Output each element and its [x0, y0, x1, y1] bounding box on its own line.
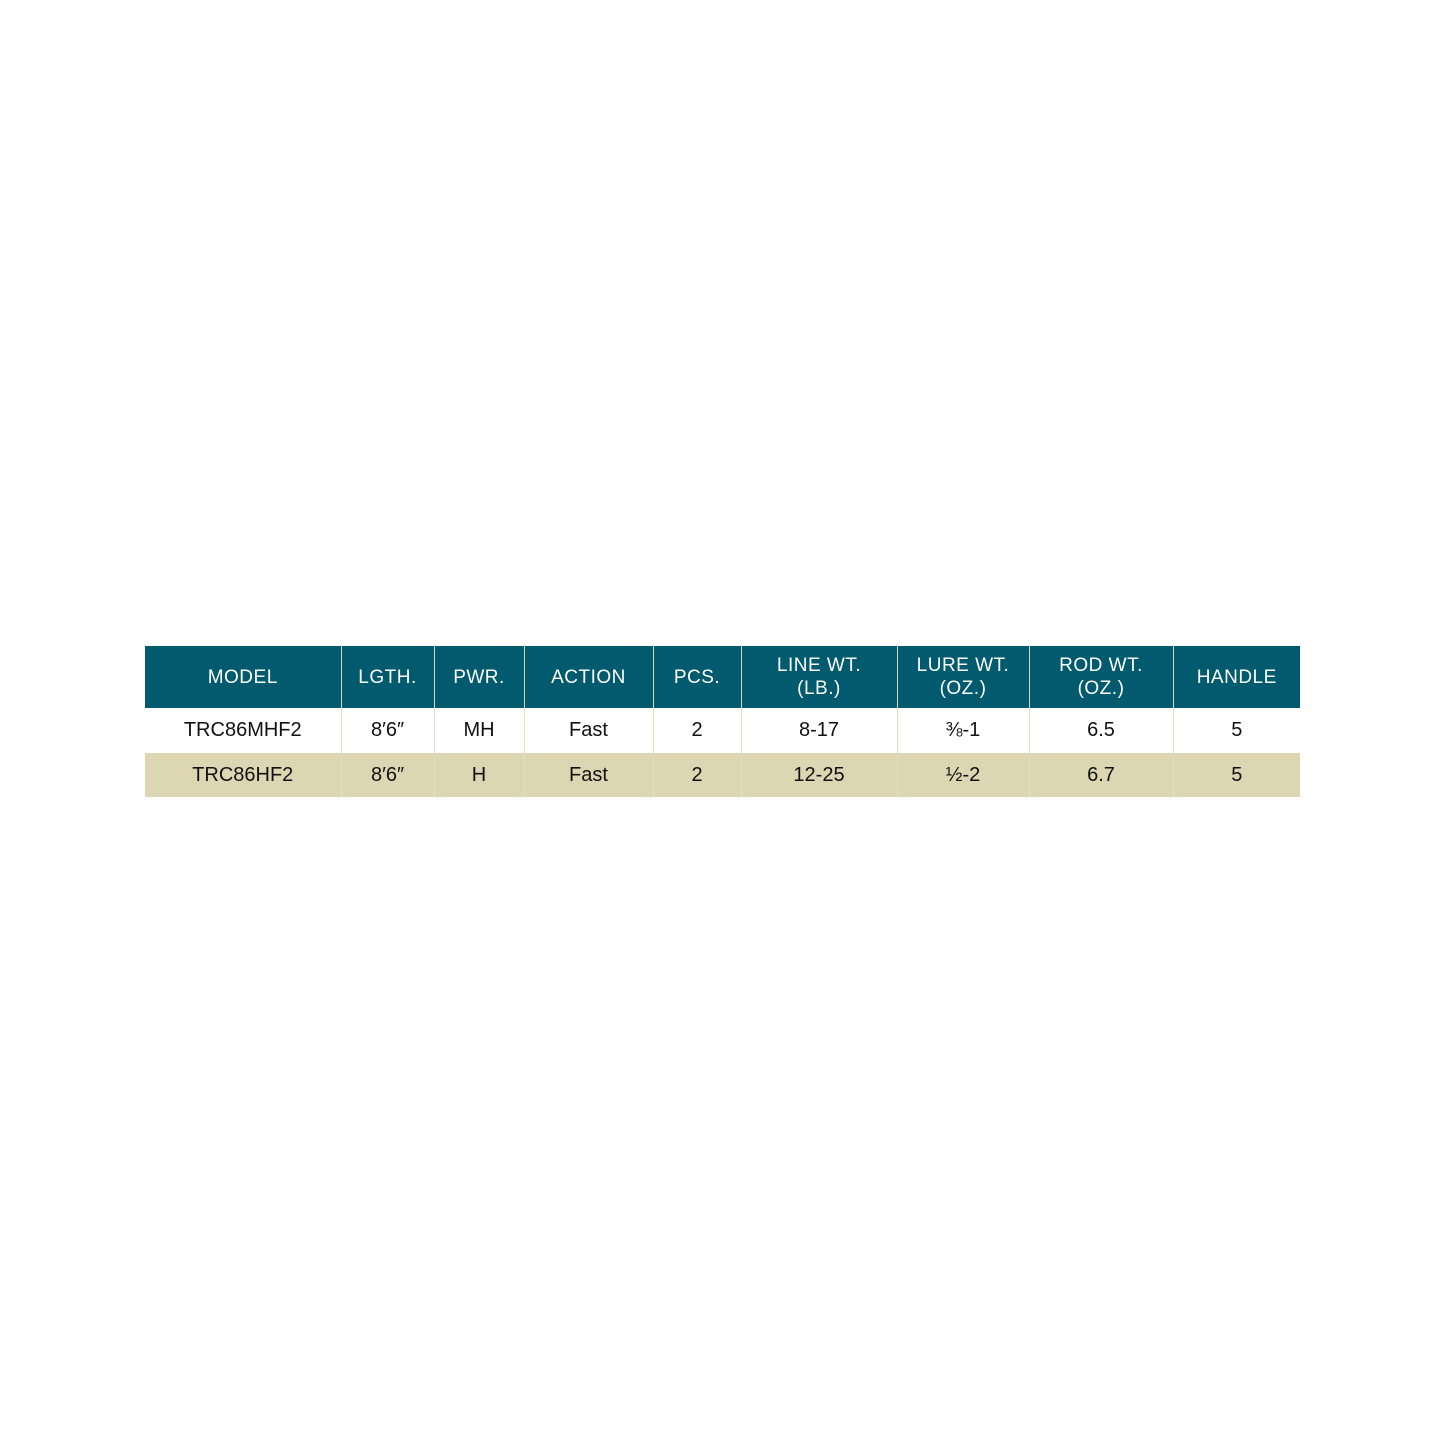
- header-lure-weight: LURE WT. (OZ.): [896, 646, 1029, 708]
- cell-power: H: [433, 753, 524, 797]
- header-model: MODEL: [145, 646, 341, 708]
- cell-model: TRC86HF2: [145, 753, 341, 797]
- cell-lure-weight: ½-2: [896, 753, 1029, 797]
- cell-length: 8′6″: [340, 708, 434, 753]
- header-line-weight-l1: LINE WT.: [776, 655, 862, 676]
- header-rod-weight-l1: ROD WT.: [1059, 655, 1143, 676]
- cell-rod-weight: 6.5: [1028, 708, 1173, 753]
- header-length: LGTH.: [340, 646, 434, 708]
- cell-pieces: 2: [652, 753, 741, 797]
- header-row: MODEL LGTH. PWR. ACTION PCS. LINE WT. (LB…: [145, 646, 1300, 708]
- cell-handle: 5: [1172, 708, 1300, 753]
- table-row: TRC86MHF2 8′6″ MH Fast 2 8-17 ⅜-1 6.5 5: [145, 708, 1300, 753]
- table-row: TRC86HF2 8′6″ H Fast 2 12-25 ½-2 6.7 5: [145, 753, 1300, 797]
- cell-line-weight: 8-17: [740, 708, 897, 753]
- cell-length: 8′6″: [340, 753, 434, 797]
- cell-pieces: 2: [652, 708, 741, 753]
- cell-power: MH: [433, 708, 524, 753]
- cell-model: TRC86MHF2: [145, 708, 341, 753]
- header-line-weight-l2: (LB.): [797, 678, 841, 699]
- cell-action: Fast: [523, 753, 653, 797]
- cell-rod-weight: 6.7: [1028, 753, 1173, 797]
- header-rod-weight-l2: (OZ.): [1077, 678, 1125, 699]
- header-action: ACTION: [523, 646, 653, 708]
- cell-action: Fast: [523, 708, 653, 753]
- header-pieces: PCS.: [652, 646, 741, 708]
- header-rod-weight: ROD WT. (OZ.): [1028, 646, 1173, 708]
- cell-line-weight: 12-25: [740, 753, 897, 797]
- header-lure-weight-l2: (OZ.): [939, 678, 987, 699]
- cell-handle: 5: [1172, 753, 1300, 797]
- header-power: PWR.: [433, 646, 524, 708]
- cell-lure-weight: ⅜-1: [896, 708, 1029, 753]
- header-line-weight: LINE WT. (LB.): [740, 646, 897, 708]
- header-handle: HANDLE: [1172, 646, 1300, 708]
- header-lure-weight-l1: LURE WT.: [916, 655, 1010, 676]
- rod-specs-table: MODEL LGTH. PWR. ACTION PCS. LINE WT. (LB…: [145, 646, 1300, 797]
